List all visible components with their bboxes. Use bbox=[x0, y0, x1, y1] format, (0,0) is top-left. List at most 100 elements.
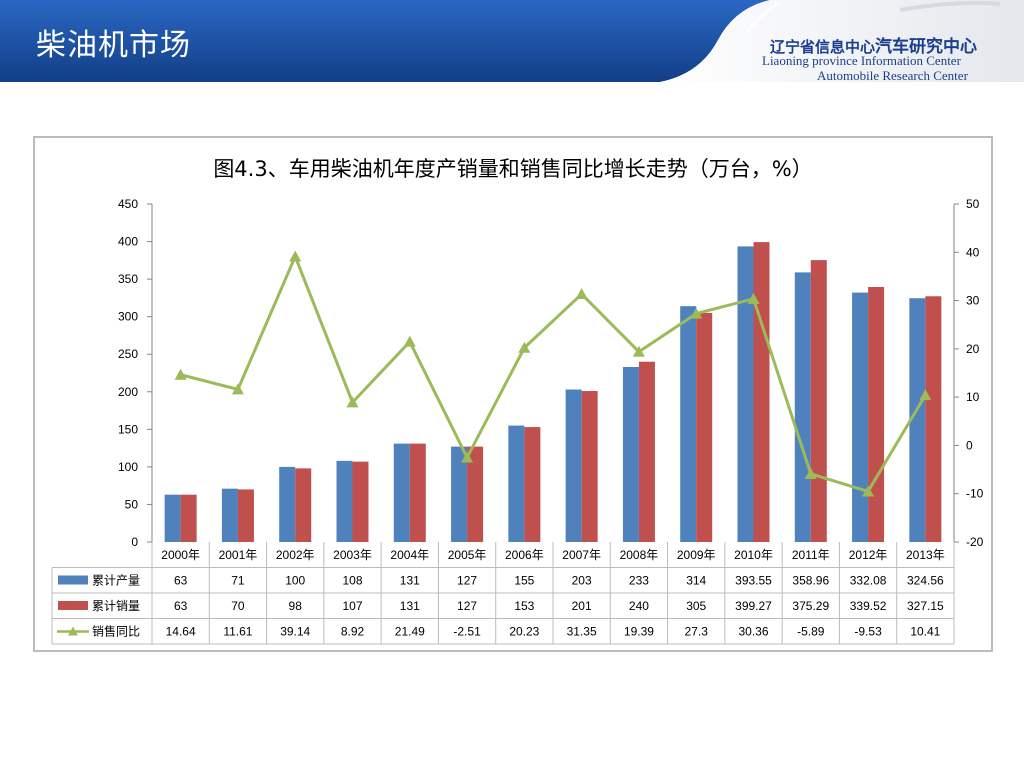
table-cell-value: 11.61 bbox=[223, 625, 252, 639]
data-table: 2000年 2001年 2002年 2003年 2004年 2005年 2006年 2007年… bbox=[51, 542, 955, 645]
growth-marker bbox=[632, 345, 645, 357]
table-cell-value: 203 bbox=[572, 574, 592, 588]
y-right-tick-label: 30 bbox=[966, 294, 980, 308]
legend-key-production bbox=[58, 575, 88, 585]
legend-key-growth-marker bbox=[68, 626, 78, 636]
y-left-tick-label: 300 bbox=[118, 310, 138, 324]
x-tick-label: 2006年 bbox=[505, 548, 544, 562]
y-left-tick-label: 50 bbox=[125, 497, 139, 511]
x-tick-label: 2007年 bbox=[562, 548, 601, 562]
bar-series bbox=[164, 242, 942, 543]
y-left-tick-label: 450 bbox=[118, 197, 138, 211]
table-cell-value: 63 bbox=[174, 599, 188, 613]
bar-production bbox=[565, 389, 582, 542]
table-cell-value: 31.35 bbox=[567, 625, 597, 639]
bar-sales bbox=[753, 242, 770, 542]
org-name-cn-strong: 汽车研究中心 bbox=[875, 37, 978, 57]
table-cell-value: 98 bbox=[289, 599, 303, 613]
bar-production bbox=[393, 443, 410, 542]
bar-production bbox=[221, 488, 238, 542]
growth-marker bbox=[919, 389, 932, 401]
table-cell-value: 63 bbox=[174, 574, 188, 588]
y-left-tick-label: 350 bbox=[118, 272, 138, 286]
x-tick-label: 2008年 bbox=[620, 548, 659, 562]
x-tick-label: 2001年 bbox=[219, 548, 258, 562]
bar-production bbox=[279, 466, 296, 542]
x-tick-label: 2012年 bbox=[849, 548, 888, 562]
x-tick-label: 2011年 bbox=[792, 548, 830, 562]
growth-marker bbox=[461, 451, 474, 463]
org-name-en-line1: Liaoning province Information Center bbox=[762, 53, 961, 68]
table-cell-value: 332.08 bbox=[850, 574, 887, 588]
table-cell-value: 70 bbox=[231, 599, 245, 613]
bar-sales bbox=[467, 446, 484, 542]
table-cell-value: 393.55 bbox=[735, 574, 772, 588]
table-cell-value: 14.64 bbox=[166, 625, 196, 639]
bar-production bbox=[909, 298, 926, 542]
table-cell-value: 399.27 bbox=[735, 599, 772, 613]
legend-label: 累计销量 bbox=[92, 599, 140, 613]
bar-production bbox=[622, 366, 639, 542]
table-cell-value: 201 bbox=[572, 599, 592, 613]
table-cell-value: 324.56 bbox=[907, 574, 944, 588]
growth-marker bbox=[289, 250, 302, 262]
growth-marker bbox=[174, 368, 187, 380]
table-cell-value: 20.23 bbox=[509, 625, 539, 639]
x-tick-label: 2009年 bbox=[677, 548, 716, 562]
table-cell-value: 8.92 bbox=[341, 625, 365, 639]
bar-production bbox=[680, 306, 697, 542]
growth-marker bbox=[231, 383, 244, 395]
table-cell-value: 127 bbox=[457, 574, 477, 588]
y-left-tick-label: 0 bbox=[131, 535, 138, 549]
y-left-tick-label: 200 bbox=[118, 385, 138, 399]
bar-production bbox=[508, 425, 525, 542]
bar-sales bbox=[295, 468, 312, 542]
combo-chart: 图4.3、车用柴油机年度产销量和销售同比增长走势（万台，%） 0 50 100 150… bbox=[51, 157, 984, 645]
table-cell-value: 327.15 bbox=[907, 599, 944, 613]
table-cell-value: 131 bbox=[400, 574, 420, 588]
growth-marker bbox=[804, 467, 817, 479]
y-right-tick-label: -20 bbox=[966, 535, 984, 549]
table-cell-value: 153 bbox=[514, 599, 534, 613]
table-cell-value: 233 bbox=[629, 574, 649, 588]
bar-production bbox=[794, 272, 811, 542]
x-tick-label: 2010年 bbox=[734, 548, 773, 562]
chart-title: 图4.3、车用柴油机年度产销量和销售同比增长走势（万台，%） bbox=[213, 157, 812, 181]
table-cell-value: 10.41 bbox=[910, 625, 940, 639]
bar-sales bbox=[180, 494, 197, 542]
y-left-tick-label: 150 bbox=[118, 422, 138, 436]
table-cell-value: -2.51 bbox=[453, 625, 481, 639]
slide-title: 柴油机市场 bbox=[36, 28, 191, 63]
bar-sales bbox=[409, 443, 426, 542]
bar-production bbox=[852, 292, 869, 542]
table-cell-value: 100 bbox=[285, 574, 305, 588]
y-right-tick-label: 20 bbox=[966, 342, 980, 356]
x-tick-label: 2004年 bbox=[390, 548, 429, 562]
line-series bbox=[174, 250, 932, 497]
legend-key-sales bbox=[58, 601, 88, 610]
table-cell-value: 39.14 bbox=[280, 625, 310, 639]
x-tick-label: 2000年 bbox=[161, 548, 200, 562]
chart-axes: 0 50 100 150 200 250 300 350 400 450 -20 -10 0 10 20 30… bbox=[118, 197, 984, 549]
table-cell-value: -9.53 bbox=[854, 625, 882, 639]
legend-label: 销售同比 bbox=[92, 624, 140, 639]
table-cell-value: 358.96 bbox=[792, 574, 829, 588]
org-name-cn: 辽宁省信息中心汽车研究中心 bbox=[770, 32, 977, 57]
org-name-cn-prefix: 辽宁省信息中心 bbox=[770, 38, 876, 56]
growth-line bbox=[180, 254, 927, 493]
bar-sales bbox=[810, 260, 827, 542]
table-cell-value: 127 bbox=[457, 599, 477, 613]
x-tick-label: 2013年 bbox=[906, 548, 945, 562]
growth-marker bbox=[690, 307, 703, 319]
bar-sales bbox=[696, 312, 713, 542]
table-cell-value: 71 bbox=[231, 574, 245, 588]
growth-marker bbox=[403, 335, 416, 347]
bar-production bbox=[164, 494, 181, 542]
bar-sales bbox=[638, 361, 655, 542]
table-cell-value: 108 bbox=[342, 574, 362, 588]
table-cell-value: 131 bbox=[400, 599, 420, 613]
table-cell-value: 314 bbox=[686, 574, 706, 588]
org-name-en-line2: Automobile Research Center bbox=[817, 68, 968, 83]
x-tick-label: 2005年 bbox=[448, 548, 487, 562]
y-left-tick-label: 100 bbox=[118, 460, 138, 474]
